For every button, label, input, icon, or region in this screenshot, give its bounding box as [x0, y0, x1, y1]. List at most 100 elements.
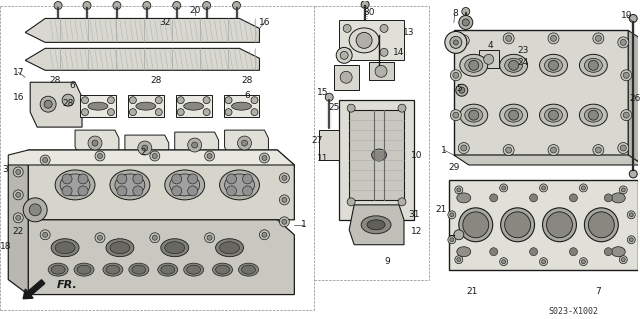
Circle shape: [54, 2, 62, 10]
Circle shape: [623, 112, 629, 118]
Ellipse shape: [611, 193, 625, 203]
Circle shape: [398, 198, 406, 206]
Ellipse shape: [361, 216, 391, 234]
Circle shape: [78, 186, 88, 196]
Circle shape: [156, 109, 163, 116]
Text: 19: 19: [621, 11, 632, 20]
Circle shape: [43, 158, 47, 162]
Polygon shape: [339, 20, 404, 60]
Circle shape: [445, 31, 467, 53]
Circle shape: [380, 48, 388, 56]
Ellipse shape: [500, 104, 527, 126]
Circle shape: [621, 258, 625, 262]
Ellipse shape: [170, 174, 200, 196]
Circle shape: [13, 190, 23, 200]
Ellipse shape: [460, 54, 488, 76]
Circle shape: [541, 260, 545, 264]
Text: 28: 28: [150, 76, 161, 85]
Circle shape: [243, 186, 252, 196]
Circle shape: [453, 72, 459, 78]
Circle shape: [16, 169, 20, 174]
Ellipse shape: [60, 174, 90, 196]
Circle shape: [282, 175, 287, 181]
Circle shape: [621, 70, 632, 81]
Polygon shape: [28, 220, 294, 294]
Circle shape: [108, 97, 115, 104]
Text: 1: 1: [301, 220, 307, 229]
Circle shape: [584, 208, 618, 242]
Polygon shape: [449, 180, 638, 270]
Circle shape: [595, 147, 602, 153]
Circle shape: [398, 104, 406, 112]
Circle shape: [138, 141, 152, 155]
Text: 32: 32: [159, 18, 170, 27]
Polygon shape: [223, 95, 259, 117]
Circle shape: [451, 110, 461, 121]
Polygon shape: [369, 62, 394, 80]
Text: 3: 3: [3, 166, 8, 174]
Circle shape: [618, 37, 628, 48]
Ellipse shape: [584, 58, 602, 72]
Ellipse shape: [225, 174, 255, 196]
Circle shape: [172, 186, 182, 196]
Circle shape: [500, 184, 508, 192]
Text: 21: 21: [466, 287, 477, 296]
Circle shape: [191, 142, 198, 148]
Text: 27: 27: [312, 136, 323, 145]
Circle shape: [540, 184, 547, 192]
Circle shape: [88, 136, 102, 150]
Circle shape: [457, 188, 461, 192]
Circle shape: [152, 235, 157, 240]
Circle shape: [142, 145, 148, 151]
Circle shape: [251, 109, 258, 116]
Circle shape: [621, 188, 625, 192]
Circle shape: [117, 174, 127, 184]
Text: 9: 9: [384, 257, 390, 266]
Circle shape: [500, 258, 508, 266]
Circle shape: [81, 109, 88, 116]
Text: 22: 22: [13, 227, 24, 236]
Ellipse shape: [500, 54, 527, 76]
Circle shape: [113, 2, 121, 10]
Circle shape: [506, 35, 511, 41]
Ellipse shape: [51, 265, 65, 274]
Circle shape: [259, 153, 269, 163]
Ellipse shape: [239, 263, 259, 276]
Circle shape: [16, 215, 20, 220]
Polygon shape: [349, 205, 404, 245]
Circle shape: [40, 155, 50, 165]
Circle shape: [462, 7, 470, 15]
Circle shape: [150, 151, 160, 161]
Circle shape: [97, 235, 102, 240]
Circle shape: [588, 60, 598, 70]
Text: 20: 20: [189, 6, 200, 15]
Ellipse shape: [611, 247, 625, 257]
Ellipse shape: [161, 239, 189, 257]
Circle shape: [548, 60, 559, 70]
Circle shape: [506, 147, 511, 153]
Circle shape: [13, 213, 23, 223]
Circle shape: [459, 15, 473, 29]
Circle shape: [453, 112, 459, 118]
Text: 23: 23: [517, 46, 528, 55]
Polygon shape: [319, 130, 339, 160]
Circle shape: [203, 97, 210, 104]
Circle shape: [458, 35, 469, 46]
Polygon shape: [75, 130, 119, 155]
Ellipse shape: [579, 104, 607, 126]
Ellipse shape: [106, 265, 120, 274]
Circle shape: [461, 145, 467, 151]
Polygon shape: [454, 30, 628, 155]
Circle shape: [448, 236, 456, 244]
Circle shape: [461, 37, 467, 43]
Ellipse shape: [77, 265, 91, 274]
Circle shape: [207, 153, 212, 159]
Circle shape: [529, 248, 538, 256]
Text: 6: 6: [69, 81, 75, 90]
Circle shape: [581, 260, 586, 264]
Text: 28: 28: [242, 76, 253, 85]
Circle shape: [509, 60, 518, 70]
Circle shape: [629, 14, 637, 22]
Circle shape: [40, 96, 56, 112]
Circle shape: [459, 208, 493, 242]
